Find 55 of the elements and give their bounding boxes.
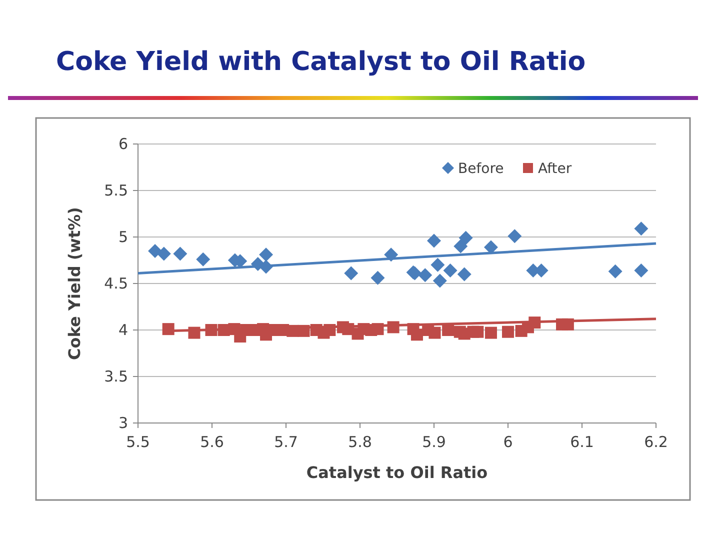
chart-title: Coke Yield with Catalyst to Oil Ratio [56,47,586,77]
point [205,324,218,336]
x-tick-label: 5.7 [274,433,298,451]
point [458,230,473,245]
point [608,264,622,278]
x-tick-label: 6.1 [570,433,594,451]
x-tick-label: 5.6 [200,433,224,451]
point [472,326,484,338]
point [156,246,171,261]
y-tick-label: 6 [118,135,128,153]
point [384,248,398,262]
point [634,263,648,278]
point [387,321,400,334]
point [162,323,174,336]
point [443,263,458,278]
point [430,258,445,272]
y-tick-label: 4.5 [104,274,128,292]
point [259,248,274,262]
legend-label: Before [458,161,504,177]
point [484,326,497,339]
point [428,326,441,339]
x-tick-label: 6 [503,433,513,451]
y-axis-title: Coke Yield (wt%) [65,207,84,360]
x-axis-title: Catalyst to Oil Ratio [306,463,488,482]
point [372,323,384,336]
point [634,222,648,236]
point [259,260,274,274]
point [484,240,498,254]
y-tick-label: 5 [118,228,128,246]
point [528,316,541,329]
x-tick-label: 5.8 [348,433,372,451]
point [188,326,200,339]
legend-label: After [538,161,572,177]
point [427,234,441,248]
y-tick-label: 3 [118,414,128,432]
point [344,266,358,280]
y-tick-label: 4 [118,321,128,339]
y-tick-label: 5.5 [104,182,128,200]
y-tick-label: 3.5 [104,368,128,386]
point [324,324,336,336]
point [298,324,310,337]
point [370,270,385,285]
x-tick-label: 5.9 [422,433,446,451]
point [454,239,468,254]
point [418,268,432,282]
point [173,246,188,261]
point [562,318,574,330]
point [442,324,454,336]
point [508,229,522,244]
point [457,267,472,282]
point [196,252,210,266]
point [148,244,162,258]
x-tick-label: 6.2 [644,433,668,451]
point [502,326,514,338]
point [432,274,447,288]
